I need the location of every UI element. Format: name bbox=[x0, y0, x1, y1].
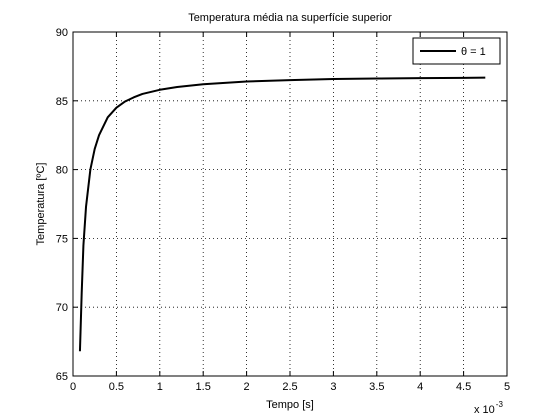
x-tick-label: 4 bbox=[417, 381, 423, 393]
legend-entry-theta-1: θ = 1 bbox=[461, 46, 486, 58]
series-layer bbox=[78, 76, 486, 352]
ticks bbox=[72, 31, 508, 377]
x-axis-multiplier-base: x 10 bbox=[474, 404, 495, 416]
y-tick-label: 70 bbox=[56, 302, 68, 314]
y-tick-label: 65 bbox=[56, 371, 68, 383]
x-axis-label: Tempo [s] bbox=[266, 399, 314, 411]
x-axis-multiplier-exponent: -3 bbox=[496, 400, 504, 409]
grid bbox=[73, 32, 507, 376]
x-tick-label: 2.5 bbox=[282, 381, 297, 393]
x-axis-multiplier: x 10-3 bbox=[474, 400, 503, 416]
legend: θ = 1 bbox=[412, 37, 501, 65]
series-line-theta-1 bbox=[78, 76, 486, 352]
y-tick-label: 75 bbox=[56, 233, 68, 245]
x-tick-label: 4.5 bbox=[456, 381, 471, 393]
tick-labels: 0 0.5 1 1.5 2 2.5 3 3.5 4 4.5 5 65 70 75 80 85 90 bbox=[56, 27, 510, 393]
y-tick-label: 85 bbox=[56, 96, 68, 108]
x-tick-label: 2 bbox=[244, 381, 250, 393]
x-tick-label: 0.5 bbox=[109, 381, 124, 393]
x-tick-label: 5 bbox=[504, 381, 510, 393]
y-axis-label: Temperatura [ºC] bbox=[35, 163, 47, 246]
x-tick-label: 1 bbox=[157, 381, 163, 393]
x-tick-label: 0 bbox=[70, 381, 76, 393]
x-tick-label: 1.5 bbox=[196, 381, 211, 393]
x-tick-label: 3 bbox=[330, 381, 336, 393]
y-tick-label: 90 bbox=[56, 27, 68, 39]
chart-title: Temperatura média na superfície superior bbox=[188, 12, 392, 24]
x-tick-label: 3.5 bbox=[369, 381, 384, 393]
y-tick-label: 80 bbox=[56, 165, 68, 177]
